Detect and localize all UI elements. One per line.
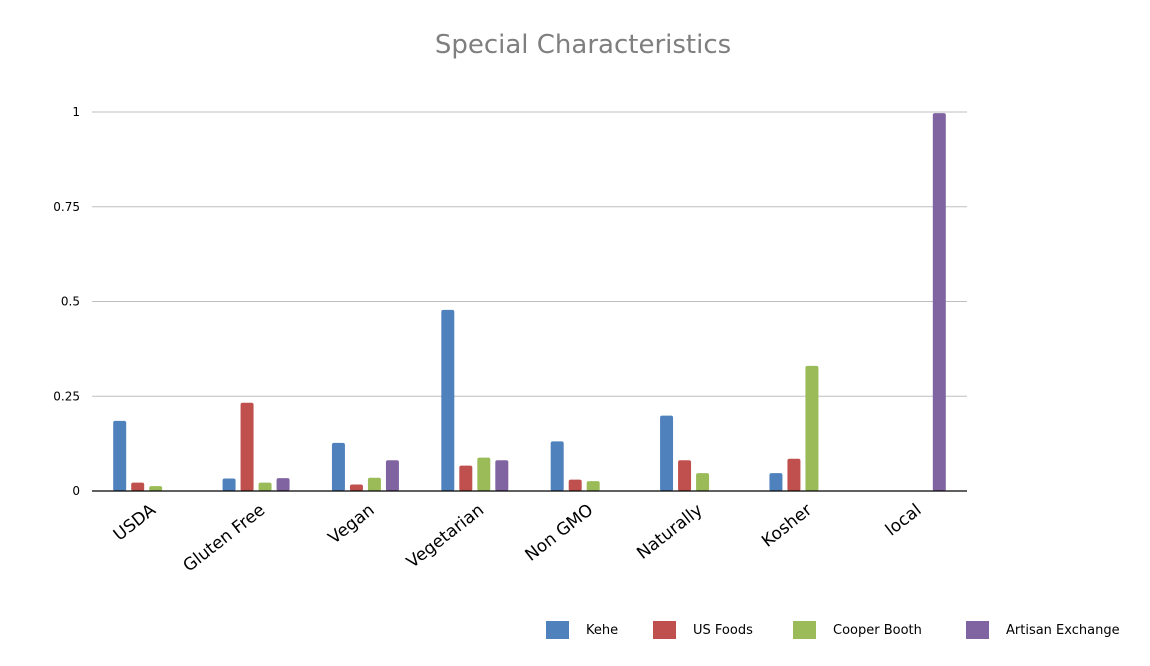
bars [113,113,946,492]
y-tick-label: 0 [72,484,80,498]
bar-cooper-booth [477,457,491,491]
x-axis-category-labels: USDA Gluten Free Vegan Vegetarian Non GMO Nat… [110,500,925,576]
bar-artisan-exchange [495,460,509,491]
x-tick-label: Vegan [325,500,379,548]
x-tick-label: Non GMO [521,500,597,565]
legend-swatch [653,621,676,639]
legend: Kehe US Foods Cooper Booth Artisan Exchange [546,621,1120,639]
bar-kehe [660,415,674,491]
gridlines [92,111,967,397]
bar-us-foods [459,465,473,491]
y-tick-label: 1 [72,105,80,119]
bar-kehe [222,478,236,491]
x-tick-label: Vegetarian [403,500,488,572]
legend-label: Kehe [586,623,618,638]
legend-swatch [546,621,569,639]
bar-cooper-booth [149,486,163,491]
y-tick-label: 0.75 [53,200,80,214]
bar-kehe [113,420,127,491]
bar-cooper-booth [586,481,600,491]
y-axis-ticks: 0 0.25 0.5 0.75 1 [53,105,80,498]
bar-artisan-exchange [276,478,290,491]
y-tick-label: 0.5 [61,295,80,309]
bar-kehe [441,309,455,491]
legend-label: Cooper Booth [833,623,922,638]
x-tick-label: Gluten Free [180,500,270,576]
bar-cooper-booth [258,482,272,491]
x-tick-label: local [882,500,926,540]
bar-us-foods [787,458,801,491]
bar-kehe [550,441,564,491]
legend-swatch [793,621,816,639]
bar-us-foods [240,402,254,491]
x-tick-label: Kosher [758,500,816,551]
bar-kehe [769,473,783,491]
legend-swatch [966,621,989,639]
x-tick-label: USDA [110,500,160,545]
x-tick-label: Naturally [633,500,706,563]
bar-us-foods [131,482,145,491]
legend-label: Artisan Exchange [1006,623,1120,638]
bar-kehe [331,442,345,491]
bar-us-foods [568,479,582,491]
chart-title: Special Characteristics [435,30,731,60]
bar-us-foods [349,484,363,491]
bar-artisan-exchange [385,460,399,491]
bar-cooper-booth [805,365,819,491]
legend-label: US Foods [693,623,753,638]
bar-us-foods [678,460,692,491]
bar-cooper-booth [367,477,381,491]
bar-cooper-booth [696,473,710,491]
bar-artisan-exchange [932,113,946,492]
y-tick-label: 0.25 [53,389,80,403]
